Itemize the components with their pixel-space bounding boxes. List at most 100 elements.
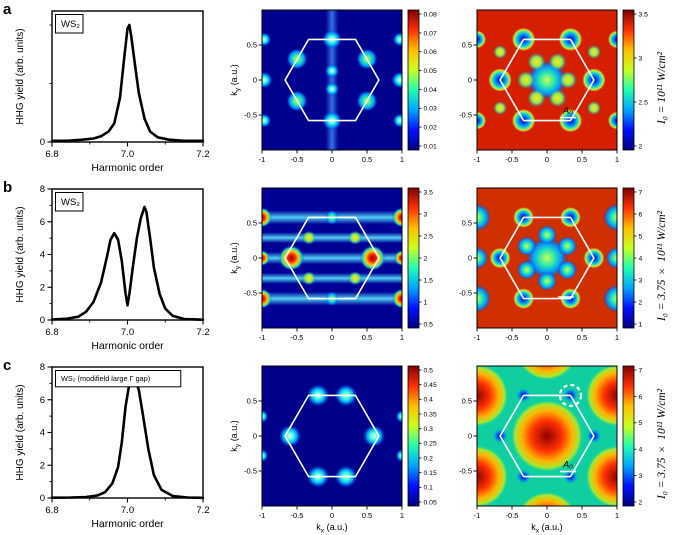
svg-text:6: 6	[639, 394, 643, 401]
svg-text:1: 1	[615, 511, 619, 520]
svg-text:-0.5: -0.5	[459, 111, 472, 120]
svg-text:0: 0	[545, 511, 549, 520]
svg-text:-1: -1	[474, 511, 481, 520]
svg-text:0.03: 0.03	[424, 106, 437, 113]
svg-text:0.5: 0.5	[424, 367, 434, 374]
svg-text:0.05: 0.05	[424, 68, 437, 75]
svg-text:-0.5: -0.5	[506, 511, 519, 520]
svg-text:-0.5: -0.5	[506, 155, 519, 164]
svg-text:7.2: 7.2	[196, 327, 209, 338]
svg-text:2.5: 2.5	[639, 99, 649, 106]
panel-row-c: c 6.8 7.0 7.2 0 2 4 6 8 WS₂ (modifield large Γ g…	[0, 356, 685, 534]
svg-text:0.3: 0.3	[424, 426, 434, 433]
svg-text:kx (a.u.): kx (a.u.)	[316, 522, 347, 534]
svg-text:1: 1	[639, 321, 643, 328]
svg-text:0.45: 0.45	[424, 382, 437, 389]
svg-text:7.0: 7.0	[121, 149, 134, 160]
svg-text:1: 1	[424, 299, 428, 306]
svg-text:1: 1	[400, 155, 404, 164]
svg-text:7.2: 7.2	[196, 505, 209, 516]
svg-text:1: 1	[400, 333, 404, 342]
svg-text:5: 5	[639, 420, 643, 427]
svg-text:1: 1	[400, 511, 404, 520]
svg-text:2: 2	[424, 255, 428, 262]
svg-text:1.5: 1.5	[424, 277, 434, 284]
svg-text:1: 1	[615, 333, 619, 342]
svg-text:-1: -1	[474, 333, 481, 342]
svg-text:-0.5: -0.5	[506, 333, 519, 342]
svg-text:7: 7	[639, 367, 643, 374]
svg-text:0: 0	[253, 76, 257, 85]
svg-text:6: 6	[40, 395, 45, 406]
panel-label-b: b	[3, 179, 13, 196]
svg-text:HHG yield (arb. units): HHG yield (arb. units)	[15, 28, 26, 124]
svg-text:0.02: 0.02	[424, 125, 437, 132]
svg-text:0: 0	[330, 333, 334, 342]
svg-text:0.06: 0.06	[424, 49, 437, 56]
svg-text:0.15: 0.15	[424, 470, 437, 477]
svg-text:6: 6	[40, 217, 45, 228]
svg-text:4: 4	[639, 447, 643, 454]
svg-text:0.08: 0.08	[424, 11, 437, 18]
svg-text:0.1: 0.1	[424, 485, 434, 492]
svg-text:-0.5: -0.5	[459, 289, 472, 298]
svg-text:3.5: 3.5	[424, 189, 434, 196]
svg-text:2.5: 2.5	[424, 233, 434, 240]
svg-text:0.2: 0.2	[424, 455, 434, 462]
svg-text:0.4: 0.4	[424, 397, 434, 404]
svg-text:HHG yield (arb. units): HHG yield (arb. units)	[15, 384, 26, 480]
svg-text:6.8: 6.8	[45, 149, 58, 160]
svg-text:-0.5: -0.5	[244, 111, 257, 120]
svg-text:1: 1	[615, 155, 619, 164]
svg-text:-1: -1	[259, 155, 266, 164]
svg-text:A₀: A₀	[562, 460, 573, 470]
svg-text:ky (a.u.): ky (a.u.)	[229, 420, 242, 451]
svg-text:0.01: 0.01	[424, 143, 437, 150]
svg-text:0.05: 0.05	[424, 499, 437, 506]
svg-text:6.8: 6.8	[45, 327, 58, 338]
svg-text:7.2: 7.2	[196, 149, 209, 160]
svg-text:0.5: 0.5	[362, 155, 372, 164]
svg-text:3.5: 3.5	[639, 11, 649, 18]
kspace-heatmap-b: -1 -0.5 0 0.5 1 -0.5 0 0.5 ky (a.u.) 3.5 3 2.5 2 1.5 1…	[229, 187, 434, 342]
svg-text:0: 0	[545, 155, 549, 164]
svg-text:0.5: 0.5	[577, 511, 587, 520]
svg-text:2: 2	[639, 299, 643, 306]
svg-text:0.5: 0.5	[462, 219, 472, 228]
svg-text:0: 0	[468, 254, 472, 263]
kspace-intensity-map-a: A₀ -1 -0.5 0 0.5 1 -0.5 0 0.5 3.5 3 2.5 2	[459, 9, 649, 164]
laser-intensity-label-c: I₀ = 3.75 × 10¹¹ W/cm²	[656, 388, 668, 500]
svg-text:3: 3	[639, 277, 643, 284]
svg-text:0: 0	[468, 76, 472, 85]
svg-text:2: 2	[639, 143, 643, 150]
svg-text:0.5: 0.5	[247, 219, 257, 228]
svg-text:7: 7	[639, 189, 643, 196]
svg-text:5: 5	[639, 233, 643, 240]
panel-label-a: a	[3, 1, 12, 18]
svg-text:8: 8	[40, 362, 45, 373]
svg-text:-1: -1	[474, 155, 481, 164]
svg-text:0.07: 0.07	[424, 30, 437, 37]
svg-text:A₀: A₀	[562, 106, 573, 116]
svg-text:-0.5: -0.5	[291, 155, 304, 164]
svg-text:0.5: 0.5	[424, 321, 434, 328]
svg-text:0: 0	[468, 432, 472, 441]
hhg-spectrum-chart-c: 6.8 7.0 7.2 0 2 4 6 8 WS₂ (modifield large Γ gap…	[15, 362, 210, 530]
svg-text:4: 4	[40, 428, 45, 439]
svg-text:0: 0	[40, 137, 45, 148]
svg-text:7.0: 7.0	[121, 505, 134, 516]
svg-text:0.5: 0.5	[577, 333, 587, 342]
svg-text:0.5: 0.5	[247, 41, 257, 50]
svg-text:-0.5: -0.5	[244, 467, 257, 476]
svg-text:2: 2	[40, 282, 45, 293]
laser-intensity-label-a: I₀ = 10¹¹ W/cm²	[656, 51, 668, 125]
kspace-heatmap-c: -1 -0.5 0 0.5 1 -0.5 0 0.5 kx (a.u.) ky (a.u.) 0.5…	[229, 365, 437, 534]
svg-text:-0.5: -0.5	[244, 289, 257, 298]
laser-intensity-label-b: I₀ = 3.75 × 10¹¹ W/cm²	[656, 210, 668, 322]
svg-text:0: 0	[330, 511, 334, 520]
svg-text:4: 4	[639, 255, 643, 262]
svg-text:2: 2	[639, 499, 643, 506]
svg-text:WS₂: WS₂	[61, 19, 80, 30]
svg-text:ky (a.u.): ky (a.u.)	[229, 242, 242, 273]
